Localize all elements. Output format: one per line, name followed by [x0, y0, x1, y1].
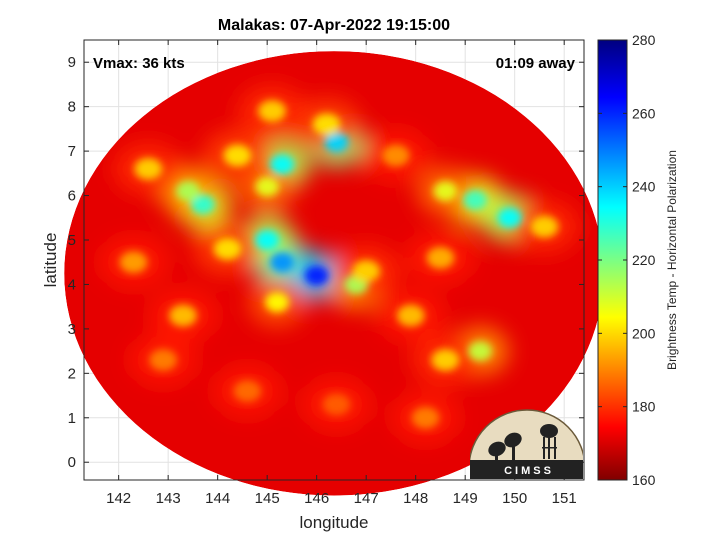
- y-tick-label: 8: [68, 99, 76, 116]
- plot-frame: [83, 39, 585, 481]
- brightness-core: [381, 144, 410, 167]
- colorbar-tick-label: 220: [632, 252, 656, 268]
- logo-text: CIMSS: [504, 465, 554, 477]
- y-tick-label: 3: [68, 321, 76, 338]
- brightness-core: [258, 100, 287, 123]
- vmax-annotation: Vmax: 36 kts: [93, 55, 185, 72]
- brightness-core: [324, 132, 349, 153]
- y-tick-label: 9: [68, 54, 76, 71]
- colorbar-label: Brightness Temp - Horizontal Polarizatio…: [665, 150, 679, 370]
- brightness-core: [463, 190, 488, 210]
- x-tick-label: 145: [255, 490, 280, 507]
- brightness-core: [175, 181, 200, 202]
- y-tick-label: 0: [68, 454, 76, 471]
- colorbar-tick-label: 160: [632, 472, 656, 488]
- brightness-core: [312, 113, 341, 136]
- y-tick-label: 6: [68, 188, 76, 205]
- brightness-core: [190, 194, 215, 215]
- brightness-core: [213, 237, 242, 260]
- brightness-core: [149, 349, 178, 371]
- x-tick-label: 149: [453, 490, 478, 507]
- time-away-annotation: 01:09 away: [496, 55, 576, 72]
- brightness-core: [134, 157, 163, 180]
- x-tick-label: 143: [156, 490, 181, 507]
- x-axis-title: longitude: [299, 513, 368, 532]
- x-tick-label: 150: [502, 490, 527, 507]
- satellite-dish-icon: [488, 432, 522, 462]
- brightness-core: [411, 406, 440, 429]
- x-tick-label: 146: [304, 490, 329, 507]
- brightness-core: [352, 260, 381, 283]
- plot-title: Malakas: 07-Apr-2022 19:15:00: [218, 17, 450, 34]
- brightness-core: [270, 154, 295, 175]
- colorbar-tick-label: 260: [632, 105, 656, 121]
- brightness-core: [169, 304, 198, 327]
- brightness-core: [255, 230, 280, 250]
- y-tick-label: 1: [68, 410, 76, 427]
- brightness-core: [431, 349, 460, 371]
- brightness-core: [433, 181, 458, 202]
- colorbar-tick-label: 240: [632, 179, 656, 195]
- brightness-core: [322, 393, 351, 416]
- brightness-core: [223, 144, 252, 167]
- brightness-core: [426, 246, 455, 269]
- brightness-core: [255, 176, 280, 197]
- water-tower-icon: [540, 424, 558, 459]
- colorbar-tick-label: 200: [632, 325, 656, 341]
- colorbar-ticks: 160 180 200 220 240 260 280: [598, 32, 656, 488]
- logo-building: [470, 460, 583, 479]
- brightness-core: [265, 292, 290, 313]
- x-tick-label: 144: [205, 490, 230, 507]
- y-tick-label: 7: [68, 143, 76, 160]
- x-tick-label: 151: [552, 490, 577, 507]
- y-axis-title: latitude: [41, 233, 60, 288]
- brightness-core: [270, 252, 295, 273]
- x-axis-ticks: 142 143 144 145 146 147 148 149 150 151: [106, 40, 577, 507]
- brightness-core: [119, 251, 148, 274]
- brightness-core: [304, 265, 329, 286]
- brightness-core: [468, 341, 493, 362]
- colorbar: [597, 39, 628, 481]
- y-axis-ticks: 0 1 2 3 4 5 6 7 8 9: [68, 54, 584, 471]
- colorbar-tick-label: 180: [632, 399, 656, 415]
- x-tick-label: 142: [106, 490, 131, 507]
- brightness-core: [530, 215, 559, 238]
- brightness-core: [497, 207, 522, 228]
- y-tick-label: 5: [68, 232, 76, 249]
- brightness-core: [396, 304, 425, 327]
- y-tick-label: 4: [68, 276, 76, 293]
- y-tick-label: 2: [68, 365, 76, 382]
- brightness-core: [233, 380, 262, 403]
- x-tick-label: 148: [403, 490, 428, 507]
- colorbar-tick-label: 280: [632, 32, 656, 48]
- x-tick-label: 147: [354, 490, 379, 507]
- cimss-logo: CIMSS: [470, 409, 583, 479]
- swath-heatmap: [64, 51, 604, 496]
